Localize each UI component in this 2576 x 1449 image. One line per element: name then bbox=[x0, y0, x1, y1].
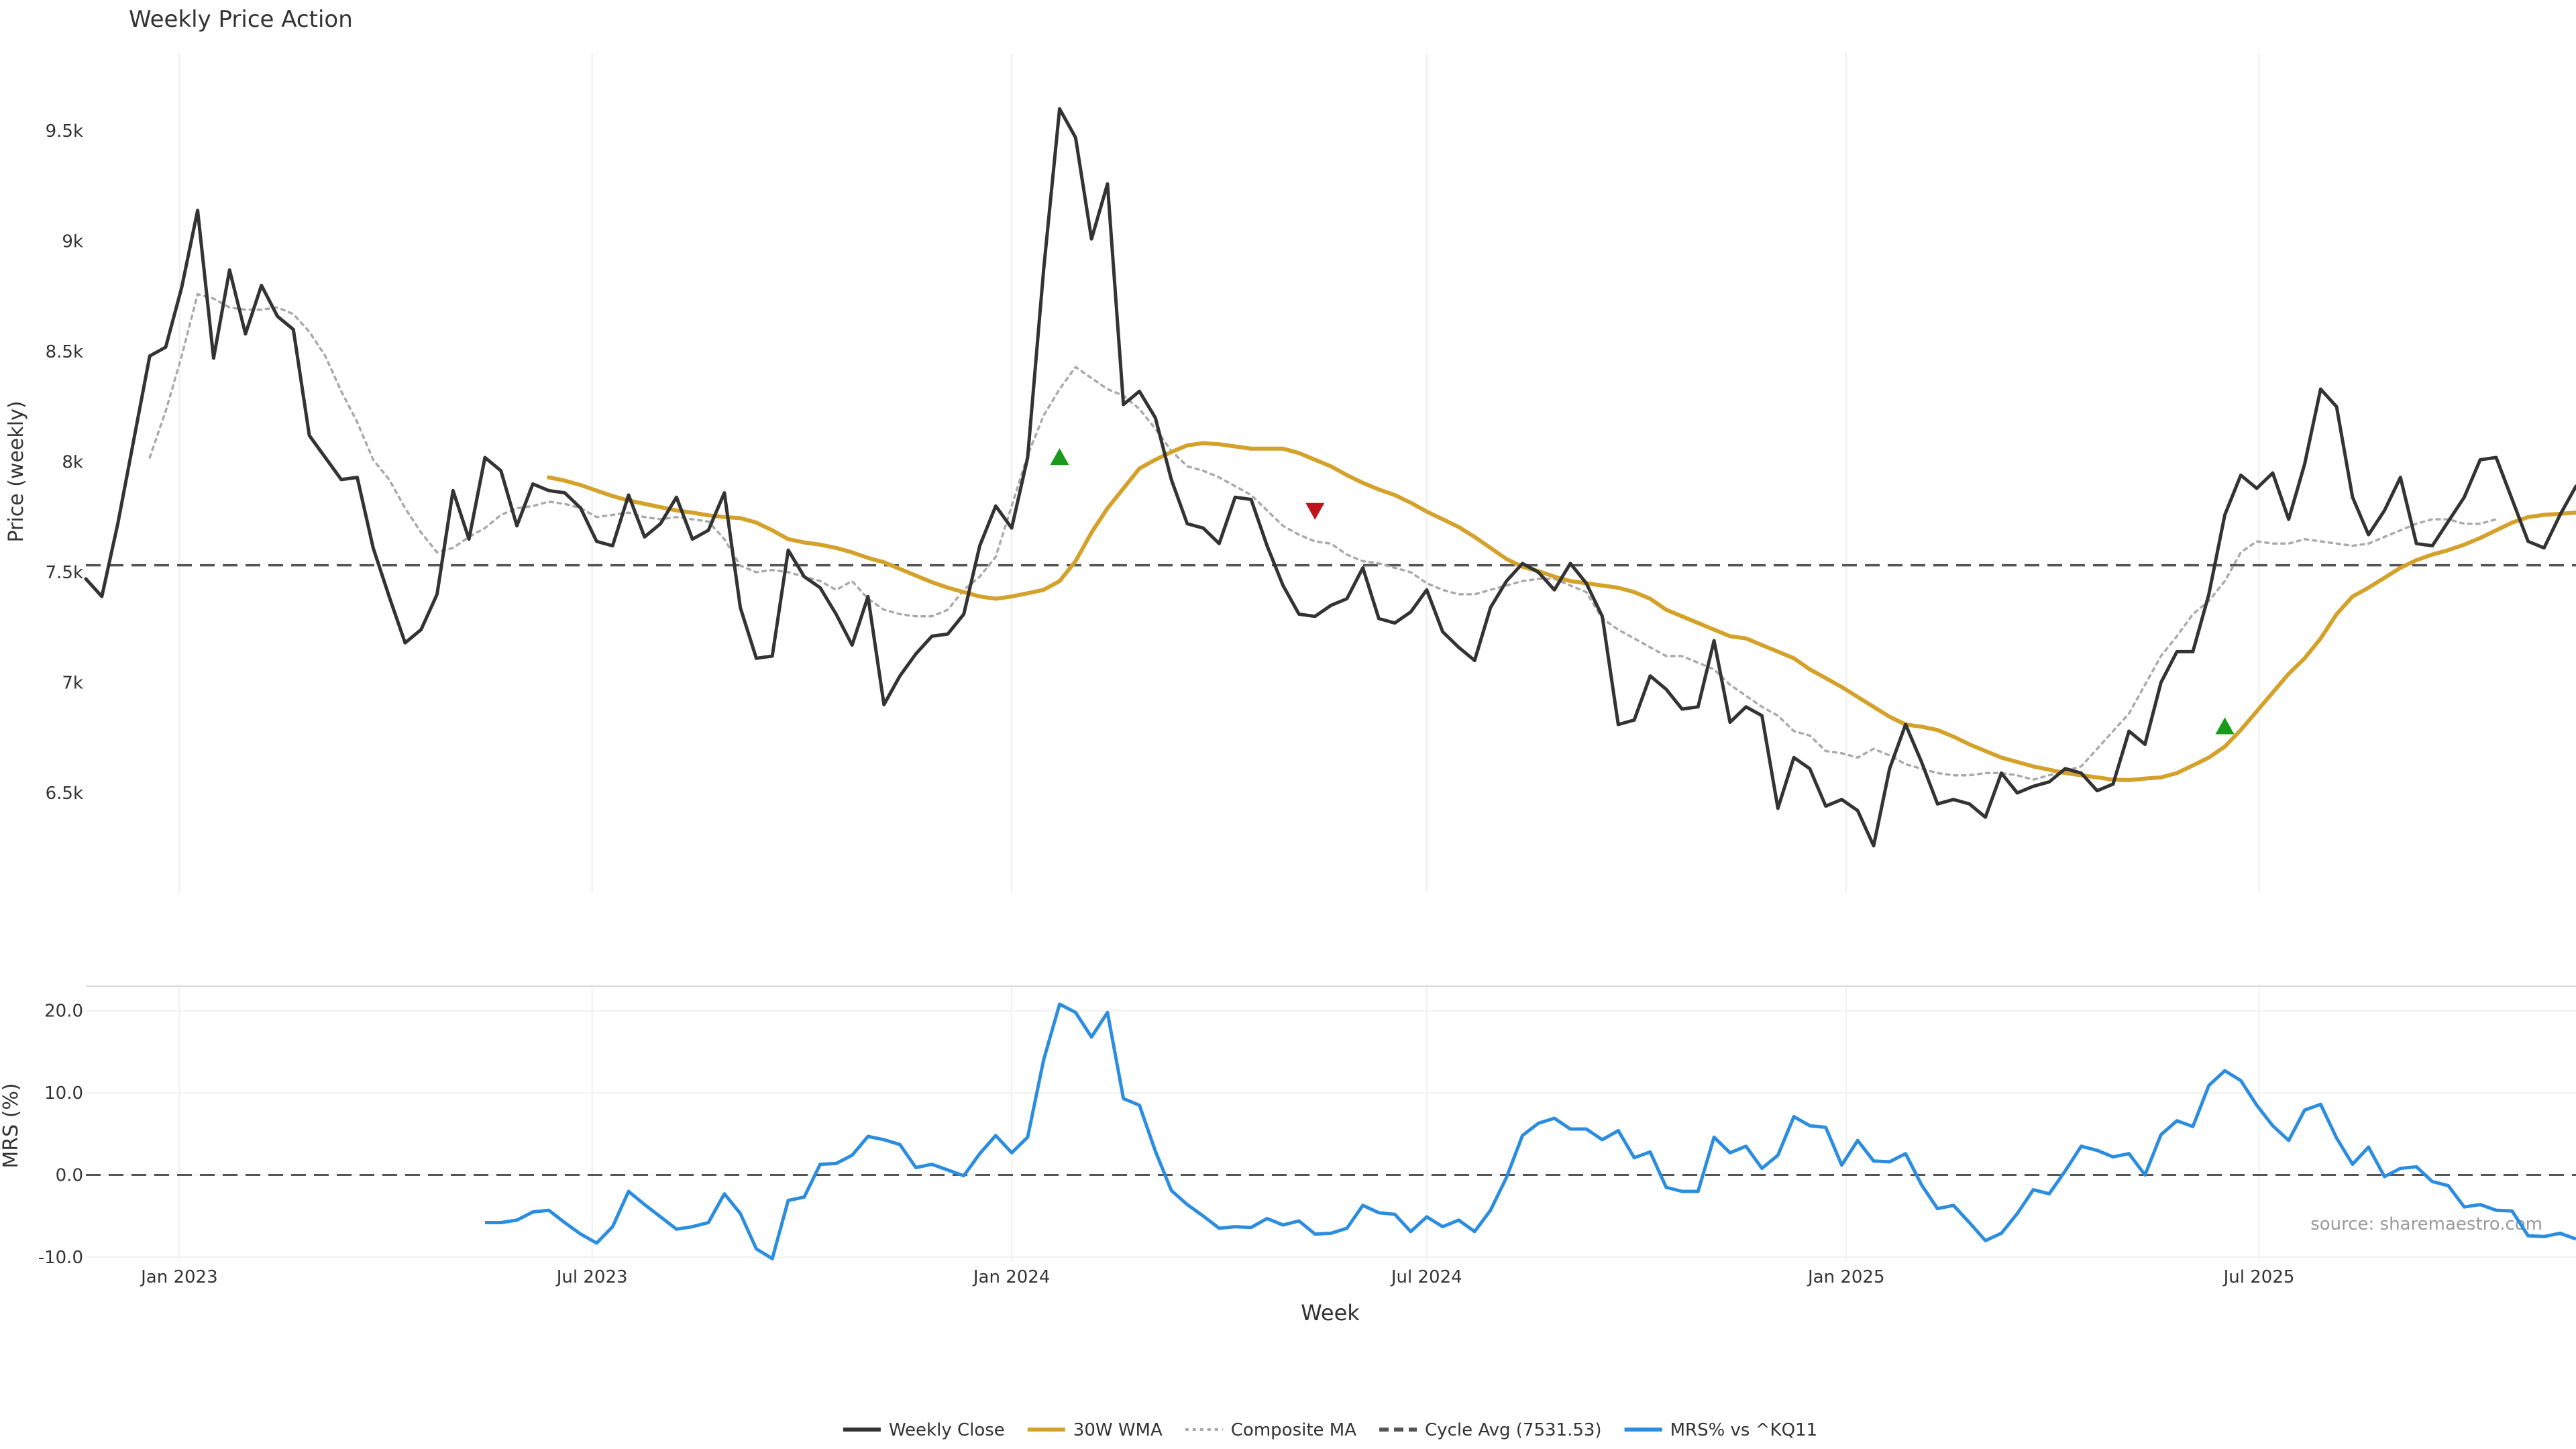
price-y-axis-label: Price (weekly) bbox=[5, 400, 28, 542]
price-y-tick-label: 8k bbox=[62, 453, 83, 473]
weekly-close-line bbox=[84, 107, 2576, 848]
legend-label: Cycle Avg (7531.53) bbox=[1425, 1420, 1602, 1440]
mrs-y-tick-label: 0.0 bbox=[56, 1165, 83, 1185]
x-axis-ticks: Jan 2023 Jul 2023 Jan 2024 Jul 2024 Jan 2025… bbox=[140, 1267, 2294, 1287]
legend-label: Composite MA bbox=[1231, 1420, 1356, 1440]
price-panel: 6.5k 7k 7.5k 8k 8.5k 9k 9.5k bbox=[46, 54, 2576, 892]
sell-signal-marker bbox=[1305, 502, 1325, 520]
legend: Weekly Close 30W WMA Composite MA Cycle Avg… bbox=[843, 1420, 1817, 1440]
x-tick-label: Jan 2025 bbox=[1807, 1267, 1885, 1287]
source-annotation: source: sharemaestro.com bbox=[2310, 1214, 2542, 1234]
price-y-tick-label: 9.5k bbox=[46, 121, 83, 142]
x-tick-label: Jul 2025 bbox=[2222, 1267, 2295, 1287]
mrs-y-axis-label: MRS (%) bbox=[0, 1083, 23, 1168]
price-y-tick-label: 7k bbox=[62, 674, 83, 694]
composite-ma-line bbox=[148, 292, 2498, 781]
buy-signal-marker bbox=[2215, 717, 2235, 735]
mrs-y-tick-label: 20.0 bbox=[44, 1002, 83, 1022]
mrs-y-tick-label: 10.0 bbox=[44, 1083, 83, 1104]
chart-title: Weekly Price Action bbox=[129, 6, 353, 33]
price-y-tick-label: 6.5k bbox=[46, 784, 83, 804]
x-tick-label: Jan 2023 bbox=[140, 1267, 218, 1287]
mrs-panel: -10.0 0.0 10.0 20.0 bbox=[38, 985, 2576, 1268]
mrs-y-tick-label: -10.0 bbox=[38, 1248, 83, 1268]
price-y-tick-label: 7.5k bbox=[46, 563, 83, 583]
legend-label: MRS% vs ^KQ11 bbox=[1670, 1420, 1818, 1440]
x-tick-label: Jul 2024 bbox=[1390, 1267, 1462, 1287]
x-axis-label: Week bbox=[1301, 1300, 1360, 1326]
price-y-tick-label: 8.5k bbox=[46, 342, 83, 362]
buy-signal-marker bbox=[1050, 447, 1069, 466]
legend-label: 30W WMA bbox=[1073, 1420, 1163, 1440]
x-tick-label: Jan 2024 bbox=[972, 1267, 1051, 1287]
legend-label: Weekly Close bbox=[889, 1420, 1005, 1440]
price-y-tick-label: 9k bbox=[62, 232, 83, 252]
x-tick-label: Jul 2023 bbox=[555, 1267, 628, 1287]
mrs-line bbox=[484, 1002, 2576, 1260]
